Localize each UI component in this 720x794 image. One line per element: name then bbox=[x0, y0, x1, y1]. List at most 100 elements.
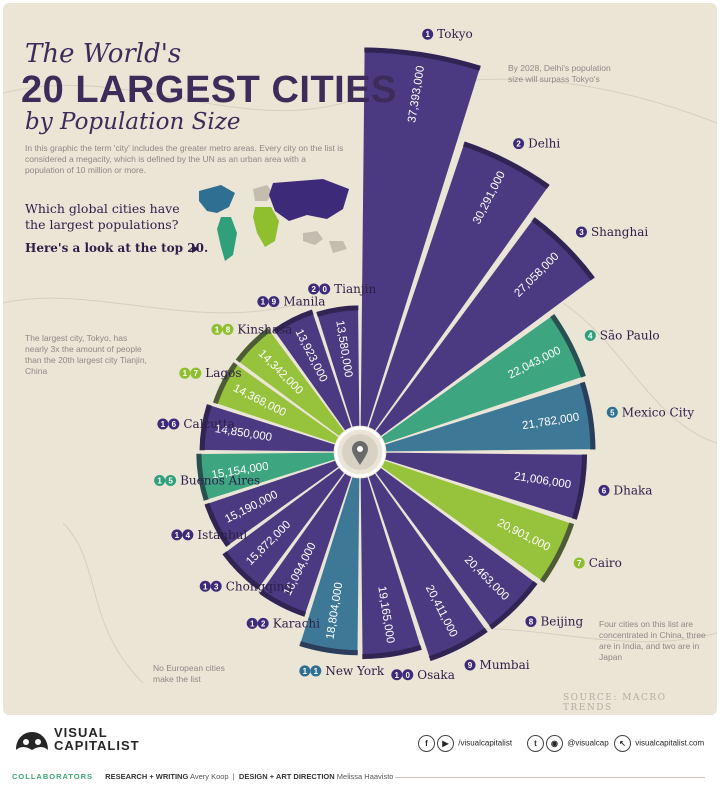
intro-text: In this graphic the term 'city' includes… bbox=[25, 143, 344, 175]
city-name: Manila bbox=[283, 295, 325, 309]
rank-badge bbox=[199, 580, 211, 592]
bar-karachi bbox=[258, 472, 353, 618]
rank-number: 1 bbox=[161, 420, 166, 429]
bar-rim bbox=[299, 641, 358, 656]
rank-number: 1 bbox=[314, 667, 319, 676]
bar-s-o-paulo bbox=[380, 313, 587, 445]
rank-number: 9 bbox=[272, 298, 277, 307]
rank-badge bbox=[513, 138, 525, 150]
rank-badge bbox=[157, 418, 169, 430]
bar-rim bbox=[531, 217, 595, 281]
rank-badge bbox=[182, 529, 194, 541]
social-link-website[interactable]: ↖ visualcapitalist.com bbox=[614, 735, 704, 752]
bar-rim bbox=[204, 502, 231, 548]
rank-badge bbox=[154, 474, 166, 486]
note-delhi: By 2028, Delhi's population size will su… bbox=[508, 63, 611, 84]
city-name: Shanghai bbox=[591, 225, 648, 239]
city-label: 1 1 New York bbox=[299, 664, 385, 678]
city-name: Lagos bbox=[205, 366, 241, 380]
rank-badge bbox=[179, 367, 191, 379]
twitter-icon: t bbox=[527, 735, 544, 752]
cta-arrow-icon bbox=[192, 245, 199, 253]
rank-badge bbox=[257, 296, 269, 308]
bar-rim bbox=[259, 589, 307, 617]
rank-badge bbox=[190, 367, 202, 379]
rank-badge bbox=[391, 669, 403, 681]
rank-badge bbox=[210, 580, 222, 592]
bar-rim bbox=[462, 141, 550, 190]
infographic-poster: 37,393,000 1 Tokyo 30,291,000 2 Delhi 27,058,0… bbox=[3, 3, 717, 715]
rank-number: 6 bbox=[602, 486, 607, 495]
rank-number: 2 bbox=[516, 140, 521, 149]
bar-mumbai bbox=[367, 472, 489, 663]
rank-number: 8 bbox=[226, 325, 231, 334]
bar-rim bbox=[199, 404, 212, 451]
credits-line: COLLABORATORS RESEARCH + WRITING Avery K… bbox=[12, 772, 394, 781]
city-name: Cairo bbox=[589, 556, 622, 570]
rank-badge bbox=[257, 617, 269, 629]
city-name: Karachi bbox=[273, 616, 320, 630]
rank-badge bbox=[464, 659, 476, 671]
bar-rim bbox=[235, 327, 271, 363]
rank-number: 8 bbox=[529, 617, 534, 626]
rank-number: 1 bbox=[203, 582, 208, 591]
social-link-facebook-youtube[interactable]: f ▶ /visualcapitalist bbox=[418, 735, 512, 752]
rank-number: 1 bbox=[175, 531, 180, 540]
rank-badge bbox=[171, 529, 183, 541]
radial-bars bbox=[195, 46, 597, 663]
city-label: 6 Dhaka bbox=[598, 483, 652, 497]
social-link-twitter-instagram[interactable]: t ◉ @visualcap bbox=[527, 735, 609, 752]
design-label: DESIGN + ART DIRECTION bbox=[238, 772, 335, 781]
website-url: visualcapitalist.com bbox=[635, 738, 705, 748]
cta-text: Here's a look at the top 20. bbox=[25, 241, 209, 255]
rank-number: 1 bbox=[395, 671, 400, 680]
city-label: 1 7 Lagos bbox=[179, 366, 241, 380]
social-handle-2: @visualcap bbox=[567, 738, 609, 748]
rank-number: 3 bbox=[579, 228, 584, 237]
logo-text: VISUAL CAPITALIST bbox=[54, 726, 140, 752]
rank-number: 4 bbox=[588, 331, 593, 340]
city-label: 1 5 Buenos Aires bbox=[154, 473, 260, 487]
city-label: 2 0 Tianjin bbox=[308, 282, 376, 296]
city-label: 5 Mexico City bbox=[606, 405, 695, 419]
bar-rim bbox=[579, 381, 596, 450]
bar-rim bbox=[196, 453, 209, 501]
bar-rim bbox=[364, 47, 481, 71]
city-name: Tokyo bbox=[437, 27, 473, 41]
rank-number: 3 bbox=[214, 582, 219, 591]
rank-badge bbox=[211, 323, 223, 335]
rank-number: 1 bbox=[425, 30, 430, 39]
rank-number: 0 bbox=[322, 285, 327, 294]
rank-badge bbox=[308, 283, 320, 295]
research-name: Avery Koop bbox=[189, 772, 229, 781]
bar-rim bbox=[571, 454, 588, 520]
city-label: 2 Delhi bbox=[513, 137, 560, 151]
rank-badge bbox=[310, 665, 322, 677]
city-label: 4 São Paulo bbox=[584, 328, 660, 342]
bar-rim bbox=[488, 580, 538, 630]
bar-new-york bbox=[298, 476, 361, 657]
rank-number: 0 bbox=[406, 671, 411, 680]
bar-rim bbox=[540, 522, 575, 583]
rank-badge bbox=[573, 557, 585, 569]
city-name: Mumbai bbox=[480, 658, 530, 672]
rank-number: 5 bbox=[610, 408, 615, 417]
city-label: 1 3 Chongqing bbox=[199, 579, 293, 593]
bar-shanghai bbox=[374, 216, 596, 438]
city-name: Mexico City bbox=[622, 405, 695, 419]
city-label: 1 6 Calcutta bbox=[157, 417, 235, 431]
bar-chongqing bbox=[221, 466, 346, 591]
bar-buenos-aires bbox=[195, 451, 336, 502]
rank-badge bbox=[606, 406, 618, 418]
rank-number: 7 bbox=[194, 369, 199, 378]
rank-number: 6 bbox=[172, 420, 177, 429]
rank-badge bbox=[584, 329, 596, 341]
rank-number: 9 bbox=[468, 661, 473, 670]
bar-rim bbox=[362, 644, 422, 660]
rank-number: 1 bbox=[215, 325, 220, 334]
city-label: 1 8 Kinshasa bbox=[211, 322, 292, 336]
bar-delhi bbox=[367, 140, 551, 432]
logo-line1: VISUAL bbox=[54, 725, 108, 740]
rank-number: 2 bbox=[311, 285, 316, 294]
